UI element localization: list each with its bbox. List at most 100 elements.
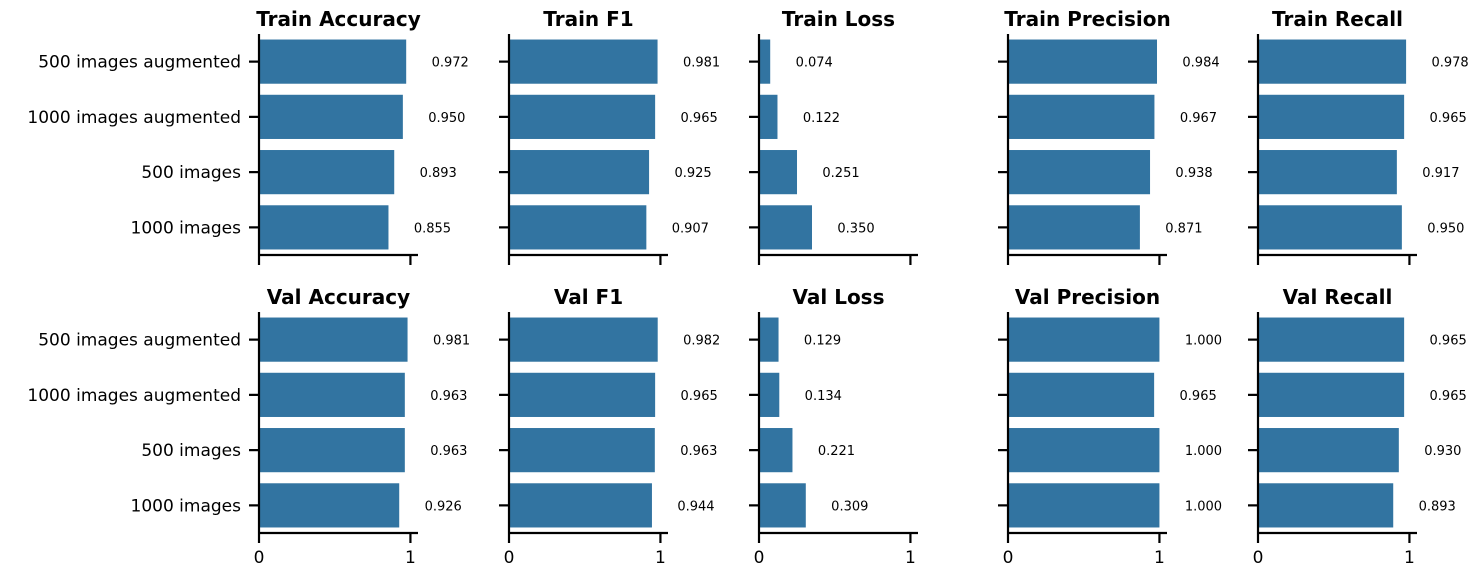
bar (509, 428, 655, 473)
bar-value-label: 0.963 (430, 389, 467, 404)
x-tick-label: 0 (254, 548, 265, 568)
bar (1008, 428, 1160, 473)
panel-train-accuracy: Train Accuracy 0.972 500 images augmented 0… (27, 7, 469, 265)
panel-train-loss: Train Loss 0.074 0.122 0.251 0.350 (749, 7, 918, 265)
bar (759, 94, 778, 139)
bar-value-label: 0.938 (1175, 166, 1212, 181)
bar-value-label: 0.350 (837, 221, 874, 236)
bar (1008, 483, 1160, 528)
panel-val-accuracy: Val Accuracy 0.981 500 images augmented 0.9… (27, 285, 470, 568)
x-tick-label: 1 (1404, 548, 1415, 568)
x-tick-label: 1 (1154, 548, 1165, 568)
panel-title: Train F1 (543, 7, 633, 31)
bar-value-label: 0.967 (1180, 111, 1217, 126)
panel-train-f1: Train F1 0.981 0.965 0.925 0.907 (499, 7, 720, 265)
bar-value-label: 0.893 (1419, 499, 1456, 514)
bar (759, 428, 793, 473)
panel-title: Train Precision (1004, 7, 1170, 31)
bar-value-label: 0.963 (430, 444, 467, 459)
bar-value-label: 0.134 (805, 389, 842, 404)
bar-value-label: 1.000 (1185, 334, 1222, 349)
panel-val-precision: Val Precision 1.000 0.965 1.000 1.000 0 1 (998, 285, 1222, 568)
panel-title: Train Accuracy (256, 7, 421, 31)
bar-value-label: 0.221 (818, 444, 855, 459)
bar-value-label: 0.930 (1424, 444, 1461, 459)
bar (509, 372, 656, 417)
bar-value-label: 0.965 (1430, 111, 1467, 126)
bar (509, 483, 652, 528)
bar-value-label: 0.981 (433, 334, 470, 349)
x-tick-label: 0 (504, 548, 515, 568)
panel-title: Val F1 (554, 285, 623, 309)
bar-value-label: 0.981 (683, 56, 720, 71)
bar (1008, 39, 1158, 84)
bar (259, 39, 407, 84)
bar-value-label: 0.893 (420, 166, 457, 181)
bar (259, 205, 389, 250)
bar-value-label: 0.978 (1431, 56, 1468, 71)
category-tick-label: 1000 images (131, 496, 242, 516)
bar (1008, 94, 1155, 139)
x-tick-label: 1 (905, 548, 916, 568)
panel-title: Train Recall (1272, 7, 1403, 31)
x-tick-label: 1 (655, 548, 666, 568)
bar-value-label: 0.944 (677, 499, 714, 514)
category-tick-label: 500 images augmented (38, 331, 241, 351)
bar-value-label: 0.309 (831, 499, 868, 514)
category-tick-label: 500 images augmented (38, 53, 241, 73)
category-tick-label: 1000 images (131, 218, 242, 238)
bar (259, 94, 403, 139)
bar (759, 372, 780, 417)
panel-title: Train Loss (782, 7, 895, 31)
panel-title: Val Recall (1283, 285, 1393, 309)
category-tick-label: 1000 images augmented (27, 108, 241, 128)
bar-value-label: 0.926 (425, 499, 462, 514)
bar-value-label: 0.965 (1430, 334, 1467, 349)
bar (259, 428, 405, 473)
bar-value-label: 0.984 (1182, 56, 1219, 71)
x-tick-label: 0 (1253, 548, 1264, 568)
bar (759, 39, 771, 84)
bar (759, 317, 779, 362)
panel-title: Val Loss (793, 285, 885, 309)
bar (1008, 150, 1151, 195)
bar-value-label: 0.855 (414, 221, 451, 236)
bar-value-label: 0.871 (1165, 221, 1202, 236)
panel-val-f1: Val F1 0.982 0.965 0.963 0.944 0 1 (499, 285, 720, 568)
x-tick-label: 0 (754, 548, 765, 568)
bar-value-label: 0.122 (803, 111, 840, 126)
x-tick-label: 0 (1003, 548, 1014, 568)
bar-value-label: 0.972 (432, 56, 469, 71)
bar (1258, 372, 1405, 417)
panel-title: Val Accuracy (267, 285, 410, 309)
bar-value-label: 0.950 (428, 111, 465, 126)
bar (1258, 317, 1405, 362)
panel-train-recall: Train Recall 0.978 0.965 0.917 0.950 (1248, 7, 1469, 265)
bar (759, 483, 806, 528)
bar (509, 150, 650, 195)
panel-title: Val Precision (1015, 285, 1160, 309)
bar-value-label: 0.963 (680, 444, 717, 459)
bar-value-label: 0.965 (681, 111, 718, 126)
category-tick-label: 500 images (141, 441, 241, 461)
bar-value-label: 1.000 (1185, 499, 1222, 514)
bar-value-label: 0.129 (804, 334, 841, 349)
bar (1258, 39, 1407, 84)
x-tick-label: 1 (405, 548, 416, 568)
bar-value-label: 0.074 (796, 56, 833, 71)
panel-val-recall: Val Recall 0.965 0.965 0.930 0.893 0 1 (1248, 285, 1467, 568)
bar (759, 205, 812, 250)
panel-train-precision: Train Precision 0.984 0.967 0.938 0.871 (998, 7, 1220, 265)
bar (259, 483, 400, 528)
bar-value-label: 1.000 (1185, 444, 1222, 459)
panel-val-loss: Val Loss 0.129 0.134 0.221 0.309 0 1 (749, 285, 918, 568)
bar (1258, 150, 1397, 195)
bar-value-label: 0.982 (683, 334, 720, 349)
bar (259, 372, 405, 417)
bar-value-label: 0.965 (1180, 389, 1217, 404)
category-tick-label: 500 images (141, 163, 241, 183)
bar (509, 39, 658, 84)
bar (259, 317, 408, 362)
bar-value-label: 0.950 (1427, 221, 1464, 236)
